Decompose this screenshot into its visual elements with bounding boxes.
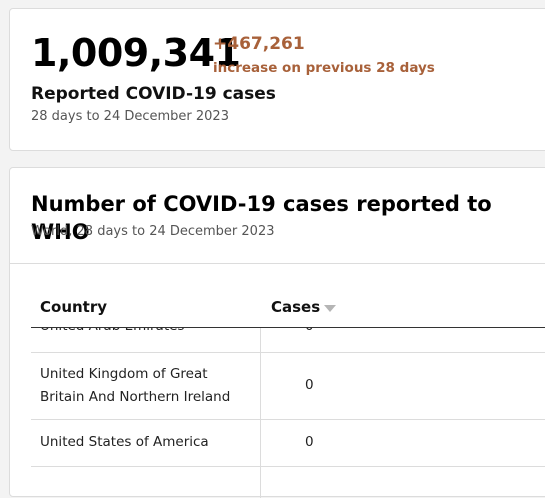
column-header-country[interactable]: Country (40, 298, 108, 316)
table-title: Number of COVID-19 cases reported to WHO (31, 192, 492, 244)
table-row: United States of America 0 (31, 420, 545, 467)
cases-delta-value: +467,261 (213, 34, 305, 54)
cases-delta-caption: increase on previous 28 days (213, 60, 435, 76)
cases-cell: 0 (305, 377, 314, 393)
column-header-cases[interactable]: Cases (271, 298, 321, 316)
country-cell: United Kingdom of Great Britain And Nort… (40, 366, 231, 405)
total-cases-value: 1,009,341 (31, 31, 241, 75)
cases-cell: 0 (305, 328, 314, 338)
table-subtitle: World, 28 days to 24 December 2023 (31, 224, 275, 239)
table-row: United Kingdom of Great Britain And Nort… (31, 353, 545, 420)
summary-card: 1,009,341 +467,261 increase on previous … (9, 8, 545, 151)
divider (10, 263, 545, 264)
country-cell: United States of America (40, 434, 209, 450)
cases-cell: 0 (305, 434, 314, 450)
sort-descending-icon[interactable] (324, 305, 336, 312)
summary-label: Reported COVID-19 cases (31, 84, 276, 104)
table-row: United Arab Emirates 0 (31, 328, 545, 353)
table-body[interactable]: United Arab Emirates 0 United Kingdom of… (31, 328, 545, 498)
country-cell: United Arab Emirates (40, 328, 250, 338)
table-header: Country Cases (31, 286, 545, 328)
column-divider (260, 328, 261, 498)
cases-table-card: Number of COVID-19 cases reported to WHO… (9, 167, 545, 498)
summary-period: 28 days to 24 December 2023 (31, 109, 229, 124)
